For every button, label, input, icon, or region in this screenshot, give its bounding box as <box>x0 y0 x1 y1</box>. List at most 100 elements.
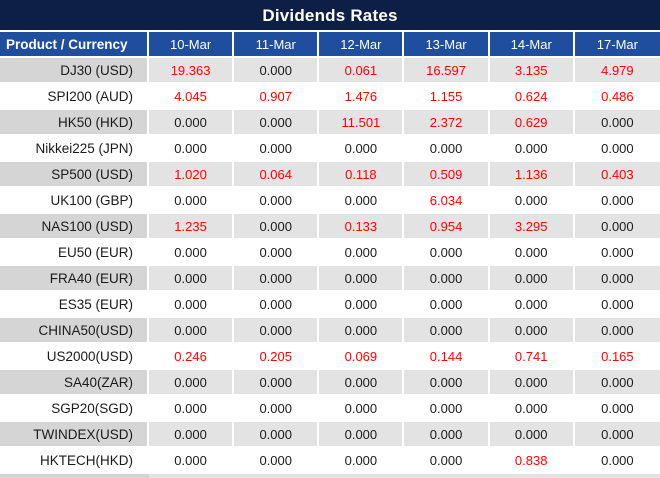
rate-cell: 0.000 <box>574 188 660 214</box>
rate-cell: 0.000 <box>149 422 235 448</box>
rate-cell: 0.000 <box>404 396 490 422</box>
rate-cell: 0.000 <box>234 396 320 422</box>
rate-cell: 1.235 <box>149 214 235 240</box>
rate-cell: 3.295 <box>489 214 575 240</box>
product-label: SPI200 (AUD) <box>0 84 149 110</box>
rate-cell: 0.000 <box>489 422 575 448</box>
rate-cell: 0.000 <box>489 240 575 266</box>
rate-cell: 0.000 <box>234 422 320 448</box>
rate-cell: 0.000 <box>149 188 235 214</box>
rate-cell: 2.372 <box>404 110 490 136</box>
next-row-values-edge <box>149 474 660 478</box>
rate-cell: 0.000 <box>574 266 660 292</box>
rate-cell: 0.000 <box>404 266 490 292</box>
product-label: UK100 (GBP) <box>0 188 149 214</box>
rate-cell: 0.624 <box>489 84 575 110</box>
product-label: SP500 (USD) <box>0 162 149 188</box>
table-row: DJ30 (USD) 19.363 0.000 0.061 16.597 3.135 4.9… <box>0 58 660 84</box>
rate-cell: 0.000 <box>319 240 405 266</box>
rate-cell: 6.034 <box>404 188 490 214</box>
rate-cell: 0.000 <box>234 370 320 396</box>
rate-cell: 0.838 <box>489 448 575 474</box>
date-column-header: 14-Mar <box>489 32 575 58</box>
rate-cell: 0.000 <box>404 448 490 474</box>
rate-cell: 0.000 <box>149 318 235 344</box>
rate-cell: 0.954 <box>404 214 490 240</box>
table-row: NAS100 (USD) 1.235 0.000 0.133 0.954 3.295 0.0… <box>0 214 660 240</box>
rate-cell: 0.000 <box>489 136 575 162</box>
rate-cell: 0.509 <box>404 162 490 188</box>
rate-cell: 4.979 <box>574 58 660 84</box>
product-label: FRA40 (EUR) <box>0 266 149 292</box>
rate-cell: 0.000 <box>319 292 405 318</box>
rate-cell: 0.000 <box>574 448 660 474</box>
rate-cell: 1.020 <box>149 162 235 188</box>
rate-cell: 0.000 <box>149 240 235 266</box>
rate-cell: 0.000 <box>319 318 405 344</box>
panel-title: Dividends Rates <box>0 0 660 32</box>
rate-cell: 16.597 <box>404 58 490 84</box>
product-label: SA40(ZAR) <box>0 370 149 396</box>
rate-cell: 0.000 <box>234 214 320 240</box>
table-row: EU50 (EUR) 0.000 0.000 0.000 0.000 0.000 0.000 <box>0 240 660 266</box>
product-label: SGP20(SGD) <box>0 396 149 422</box>
rate-cell: 0.000 <box>149 110 235 136</box>
rate-cell: 0.000 <box>404 136 490 162</box>
rate-cell: 0.205 <box>234 344 320 370</box>
product-label: ES35 (EUR) <box>0 292 149 318</box>
rate-cell: 0.000 <box>319 422 405 448</box>
date-column-header: 11-Mar <box>234 32 320 58</box>
rate-cell: 0.000 <box>404 422 490 448</box>
table-row: SPI200 (AUD) 4.045 0.907 1.476 1.155 0.624 0.4… <box>0 84 660 110</box>
table-row: SA40(ZAR) 0.000 0.000 0.000 0.000 0.000 0.000 <box>0 370 660 396</box>
rate-cell: 0.118 <box>319 162 405 188</box>
rate-cell: 1.136 <box>489 162 575 188</box>
rate-cell: 0.000 <box>319 396 405 422</box>
rate-cell: 0.000 <box>574 318 660 344</box>
rate-cell: 0.000 <box>574 214 660 240</box>
rate-cell: 0.000 <box>319 136 405 162</box>
header-row: Product / Currency 10-Mar 11-Mar 12-Mar … <box>0 32 660 58</box>
rate-cell: 0.000 <box>489 396 575 422</box>
product-label: EU50 (EUR) <box>0 240 149 266</box>
rate-cell: 11.501 <box>319 110 405 136</box>
rate-cell: 0.000 <box>489 292 575 318</box>
rate-cell: 0.133 <box>319 214 405 240</box>
rate-cell: 0.629 <box>489 110 575 136</box>
rate-cell: 0.000 <box>574 422 660 448</box>
rate-cell: 0.000 <box>404 292 490 318</box>
dividends-rates-table: Product / Currency 10-Mar 11-Mar 12-Mar … <box>0 32 660 474</box>
rate-cell: 0.000 <box>574 136 660 162</box>
rate-cell: 0.000 <box>404 370 490 396</box>
rate-cell: 4.045 <box>149 84 235 110</box>
rate-cell: 0.000 <box>574 292 660 318</box>
product-label: HKTECH(HKD) <box>0 448 149 474</box>
rate-cell: 0.000 <box>319 448 405 474</box>
rate-cell: 0.486 <box>574 84 660 110</box>
rate-cell: 0.741 <box>489 344 575 370</box>
rate-cell: 0.064 <box>234 162 320 188</box>
rate-cell: 0.000 <box>574 110 660 136</box>
rate-cell: 0.000 <box>149 292 235 318</box>
rate-cell: 0.061 <box>319 58 405 84</box>
rate-cell: 0.000 <box>489 318 575 344</box>
table-row: HKTECH(HKD) 0.000 0.000 0.000 0.000 0.838 0.00… <box>0 448 660 474</box>
rate-cell: 0.000 <box>319 370 405 396</box>
rate-cell: 0.000 <box>319 188 405 214</box>
product-label: DJ30 (USD) <box>0 58 149 84</box>
rate-cell: 0.000 <box>234 292 320 318</box>
rate-cell: 0.069 <box>319 344 405 370</box>
next-row-cropped-edge <box>0 474 660 478</box>
rate-cell: 0.000 <box>574 370 660 396</box>
product-label: US2000(USD) <box>0 344 149 370</box>
rate-cell: 0.000 <box>234 318 320 344</box>
rate-cell: 1.476 <box>319 84 405 110</box>
rate-cell: 1.155 <box>404 84 490 110</box>
rate-cell: 0.000 <box>149 448 235 474</box>
rate-cell: 0.000 <box>489 370 575 396</box>
rate-cell: 3.135 <box>489 58 575 84</box>
rate-cell: 0.000 <box>234 110 320 136</box>
product-label: TWINDEX(USD) <box>0 422 149 448</box>
table-body: DJ30 (USD) 19.363 0.000 0.061 16.597 3.135 4.9… <box>0 58 660 474</box>
